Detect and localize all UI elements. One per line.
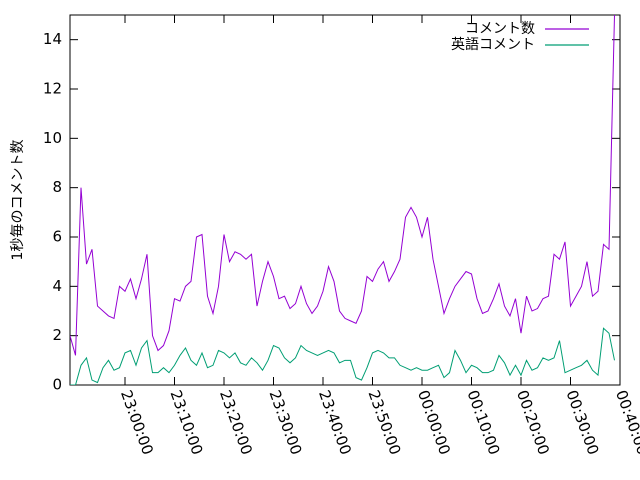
series-line-english-comments — [70, 327, 615, 385]
x-tick-label: 23:00:00 — [117, 388, 157, 457]
legend: コメント数 英語コメント — [451, 21, 589, 53]
x-tick-label: 23:20:00 — [216, 388, 256, 457]
series-layer — [70, 15, 615, 385]
x-tick-label: 23:40:00 — [315, 388, 355, 457]
plot-frame — [69, 14, 621, 386]
y-tick-label: 10 — [43, 129, 62, 147]
y-tick-label: 0 — [52, 376, 62, 394]
y-tick-label: 2 — [52, 326, 62, 344]
y-tick-label: 4 — [52, 277, 62, 295]
y-tick-label: 8 — [52, 178, 62, 196]
x-tick-label: 23:10:00 — [167, 388, 207, 457]
legend-label-comments: コメント数 — [465, 21, 535, 37]
series-line-comments — [70, 15, 615, 356]
x-tick-label: 00:10:00 — [464, 388, 504, 457]
x-tick-label: 00:00:00 — [414, 388, 454, 457]
y-tick-label: 12 — [43, 80, 62, 98]
y-axis: 0 2 4 6 8 10 12 14 — [43, 30, 620, 394]
x-tick-label: 00:20:00 — [513, 388, 553, 457]
x-tick-label: 23:50:00 — [365, 388, 405, 457]
x-axis: 23:00:00 23:10:00 23:20:00 23:30:00 23:40:00… — [117, 15, 640, 457]
x-tick-label: 23:30:00 — [266, 388, 306, 457]
y-axis-title: 1秒毎のコメント数 — [10, 140, 26, 261]
legend-label-english-comments: 英語コメント — [451, 36, 535, 53]
y-tick-label: 14 — [43, 30, 62, 48]
x-tick-label: 00:40:00 — [612, 388, 640, 457]
x-tick-label: 00:30:00 — [563, 388, 603, 457]
y-tick-label: 6 — [52, 228, 62, 246]
